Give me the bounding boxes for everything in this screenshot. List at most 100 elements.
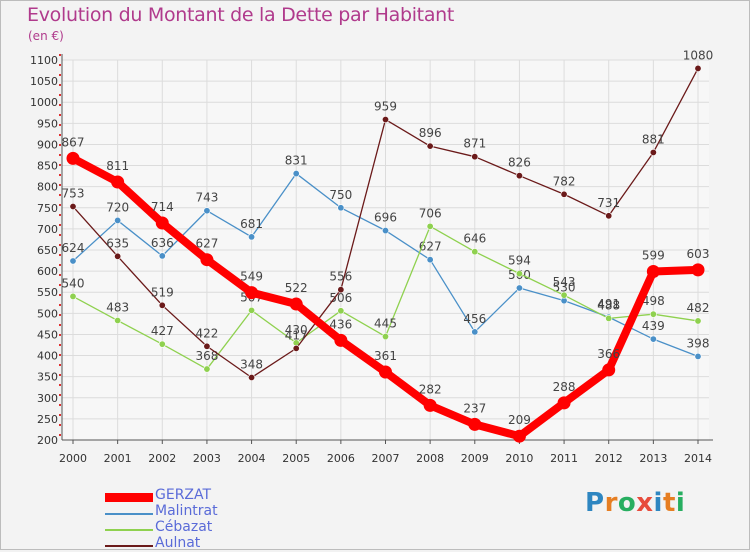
data-point (560, 190, 568, 198)
y-tick-label: 200 (37, 434, 58, 447)
data-point (248, 306, 256, 314)
data-point (114, 216, 122, 224)
x-tick-label: 2000 (59, 452, 87, 465)
legend-label: Malintrat (155, 503, 218, 519)
data-label: 348 (240, 358, 263, 372)
data-label: 522 (285, 281, 308, 295)
y-tick-label: 800 (37, 181, 58, 194)
data-point (292, 344, 300, 352)
data-point (649, 310, 657, 318)
series-aulnat: 753 635 519 422 348 417 556 959 896 871 826 782 731 8… (62, 48, 714, 382)
y-tick-label: 300 (37, 392, 58, 405)
data-point (337, 307, 345, 315)
data-point (605, 212, 613, 220)
data-point (114, 317, 122, 325)
x-tick-label: 2001 (104, 452, 132, 465)
legend-label: Aulnat (155, 535, 201, 551)
data-point (69, 203, 77, 211)
data-label: 506 (329, 291, 352, 305)
data-label: 627 (195, 237, 218, 251)
data-point (515, 270, 523, 278)
data-label: 445 (374, 317, 397, 331)
y-tick-label: 1000 (30, 96, 58, 109)
data-point (381, 333, 389, 341)
data-label: 696 (374, 211, 397, 225)
y-tick-label: 550 (37, 286, 58, 299)
x-tick-label: 2010 (505, 452, 533, 465)
data-point (248, 233, 256, 241)
logo-letter: i (675, 488, 686, 518)
data-point (471, 248, 479, 256)
y-tick-label: 950 (37, 117, 58, 130)
data-label: 427 (151, 324, 174, 338)
chart-title: Evolution du Montant de la Dette par Hab… (27, 4, 455, 26)
data-label: 491 (597, 297, 620, 311)
data-label: 422 (195, 326, 218, 340)
y-tick-label: 600 (37, 265, 58, 278)
data-point (381, 116, 389, 124)
logo-letter: r (604, 488, 618, 518)
data-point (515, 284, 523, 292)
data-label: 519 (151, 285, 174, 299)
series-c-bazat: 5404834273685074305064457066465945434884… (62, 206, 710, 373)
data-point (691, 263, 705, 277)
data-label: 530 (553, 281, 576, 295)
data-label: 599 (642, 249, 665, 263)
data-point (557, 396, 571, 410)
data-point (203, 365, 211, 373)
y-tick-label: 350 (37, 371, 58, 384)
data-label: 720 (106, 200, 129, 214)
data-point (245, 286, 259, 300)
y-tick-label: 400 (37, 350, 58, 363)
y-tick-label: 750 (37, 202, 58, 215)
proxiti-logo: Proxiti (585, 488, 685, 518)
data-point (649, 148, 657, 156)
x-tick-label: 2005 (282, 452, 310, 465)
logo-letter: P (585, 488, 605, 518)
data-label: 681 (240, 217, 263, 231)
logo-letter: i (653, 488, 663, 518)
data-label: 750 (329, 188, 352, 202)
data-point (337, 286, 345, 294)
data-label: 959 (374, 100, 397, 114)
data-point (694, 352, 702, 360)
data-label: 540 (62, 276, 85, 290)
data-label: 398 (687, 336, 710, 350)
data-label: 482 (687, 301, 710, 315)
x-tick-label: 2002 (148, 452, 176, 465)
x-tick-label: 2012 (595, 452, 623, 465)
data-label: 706 (419, 206, 442, 220)
x-tick-label: 2007 (372, 452, 400, 465)
data-point (426, 222, 434, 230)
logo-letter: x (636, 488, 654, 518)
data-label: 430 (285, 323, 308, 337)
data-label: 549 (240, 270, 263, 284)
x-tick-label: 2008 (416, 452, 444, 465)
y-tick-label: 500 (37, 307, 58, 320)
data-point (289, 297, 303, 311)
logo-letter: o (617, 488, 637, 518)
data-point (512, 429, 526, 443)
data-label: 556 (329, 270, 352, 284)
legend-swatch (105, 493, 153, 502)
data-label: 368 (195, 349, 218, 363)
data-point (468, 417, 482, 431)
data-point (203, 207, 211, 215)
legend-label: Cébazat (155, 519, 213, 535)
data-point (158, 252, 166, 260)
data-label: 594 (508, 254, 531, 268)
data-label: 1080 (683, 48, 714, 62)
data-point (471, 153, 479, 161)
data-label: 831 (285, 154, 308, 168)
data-label: 603 (687, 247, 710, 261)
data-point (426, 256, 434, 264)
data-label: 439 (642, 319, 665, 333)
data-point (515, 172, 523, 180)
data-point (423, 398, 437, 412)
data-label: 282 (419, 382, 442, 396)
logo-letter: t (662, 488, 676, 518)
data-point (155, 216, 169, 230)
data-point (471, 328, 479, 336)
data-point (248, 374, 256, 382)
data-label: 867 (62, 135, 85, 149)
